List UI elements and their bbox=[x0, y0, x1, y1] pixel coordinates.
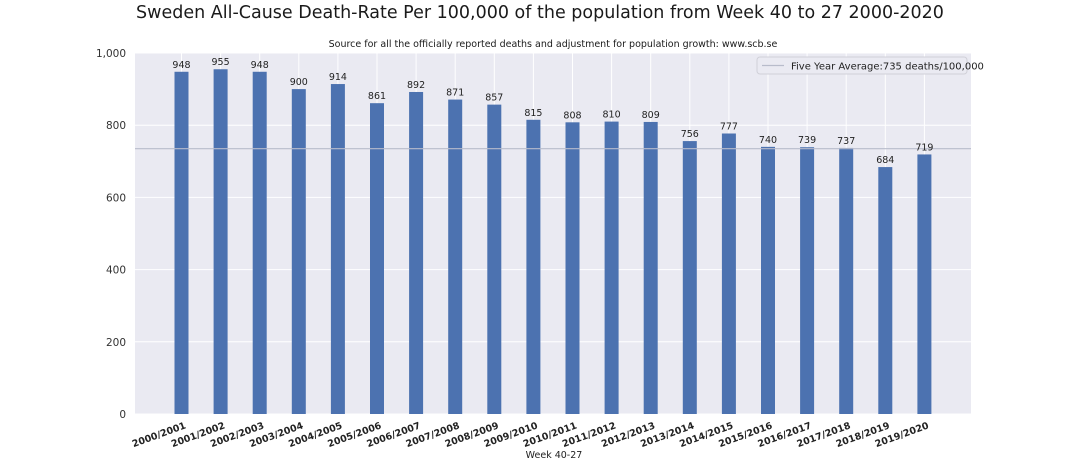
data-labels: 948 955 948 900 914 861 892 871 857 815 808 810 809 7… bbox=[172, 57, 933, 166]
bar bbox=[761, 146, 775, 415]
data-label: 857 bbox=[485, 93, 503, 104]
bar bbox=[878, 167, 893, 414]
y-tick-label: 0 bbox=[119, 409, 126, 421]
bar bbox=[721, 133, 736, 415]
y-tick-label: 600 bbox=[106, 192, 126, 204]
legend-label: Five Year Average:735 deaths/100,000 bbox=[791, 62, 984, 73]
bar bbox=[370, 103, 384, 414]
data-label: 719 bbox=[915, 142, 933, 153]
bar bbox=[839, 147, 854, 414]
y-tick-label: 1,000 bbox=[96, 48, 126, 60]
data-label: 777 bbox=[720, 122, 738, 133]
data-label: 737 bbox=[837, 136, 855, 147]
data-label: 740 bbox=[759, 135, 777, 146]
x-axis-ticks: 2000/20012001/20022002/20032003/20042004… bbox=[131, 420, 931, 450]
bar bbox=[682, 141, 697, 415]
data-label: 808 bbox=[563, 110, 581, 121]
bar bbox=[917, 154, 932, 415]
bar bbox=[291, 89, 306, 414]
data-label: 810 bbox=[603, 110, 621, 121]
data-label: 948 bbox=[172, 60, 190, 71]
data-label: 948 bbox=[251, 60, 269, 71]
bar bbox=[565, 122, 580, 414]
bar bbox=[409, 91, 424, 414]
data-label: 900 bbox=[290, 77, 308, 88]
y-tick-label: 200 bbox=[106, 337, 126, 349]
data-label: 871 bbox=[446, 88, 464, 99]
data-label: 955 bbox=[212, 57, 230, 68]
bar bbox=[330, 84, 345, 415]
data-label: 809 bbox=[642, 110, 660, 121]
bar bbox=[800, 147, 815, 414]
bars bbox=[174, 69, 932, 415]
data-label: 892 bbox=[407, 80, 425, 91]
bar bbox=[448, 99, 463, 414]
data-label: 815 bbox=[524, 108, 542, 119]
bar bbox=[174, 71, 189, 414]
legend: Five Year Average:735 deaths/100,000 bbox=[756, 56, 984, 75]
x-axis-label: Week 40-27 bbox=[526, 450, 583, 461]
chart-subtitle: Source for all the officially reported d… bbox=[328, 39, 778, 50]
chart-title: Sweden All-Cause Death-Rate Per 100,000 … bbox=[136, 3, 944, 23]
plot-area bbox=[135, 53, 971, 414]
data-label: 861 bbox=[368, 91, 386, 102]
data-label: 739 bbox=[798, 135, 816, 146]
data-label: 756 bbox=[681, 129, 699, 140]
data-label: 914 bbox=[329, 72, 347, 83]
bar bbox=[604, 121, 619, 414]
bar bbox=[643, 121, 658, 415]
data-label: 684 bbox=[876, 155, 894, 166]
bar bbox=[252, 71, 267, 414]
bar bbox=[213, 69, 228, 415]
bar bbox=[526, 119, 541, 414]
y-tick-label: 800 bbox=[106, 120, 126, 132]
legend-box bbox=[756, 56, 968, 75]
y-axis-ticks: 0 200 400 600 800 1,000 bbox=[96, 48, 126, 421]
bar bbox=[487, 104, 502, 415]
y-tick-label: 400 bbox=[106, 265, 126, 277]
